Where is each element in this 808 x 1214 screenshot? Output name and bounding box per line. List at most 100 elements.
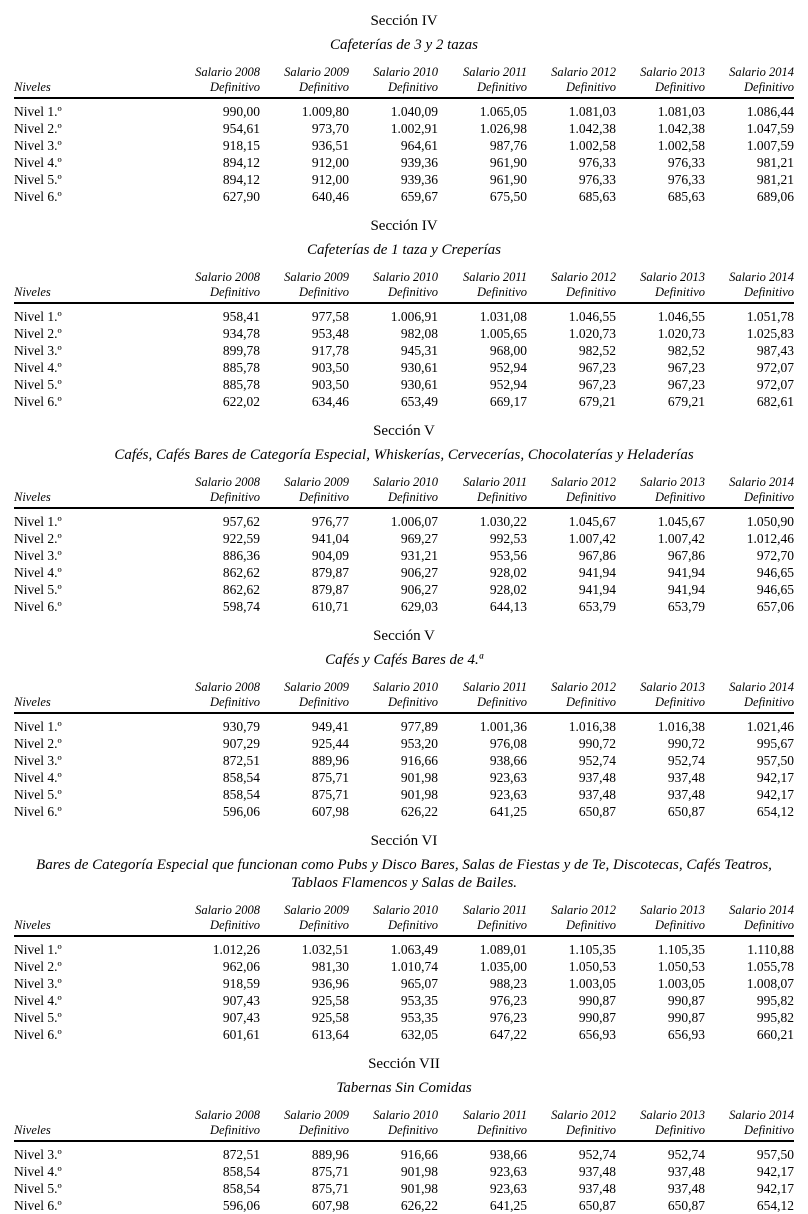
salary-value: 976,33: [667, 172, 705, 187]
nivel-label: Nivel 2.º: [14, 959, 62, 974]
salary-value: 1.016,38: [657, 719, 705, 734]
salary-value: 987,76: [489, 138, 527, 153]
year-header-line1: Salario 2012: [551, 903, 616, 917]
table-row: Nivel 4.º 907,43 925,58 953,35 976,23 990,87 9…: [14, 992, 794, 1009]
niveles-column-header: Niveles: [14, 270, 171, 304]
salary-value: 969,27: [400, 531, 438, 546]
salary-value: 941,94: [578, 565, 616, 580]
salary-value: 650,87: [578, 804, 616, 819]
niveles-column-header: Niveles: [14, 903, 171, 937]
salary-value: 622,02: [222, 394, 260, 409]
salary-value: 922,59: [222, 531, 260, 546]
year-header-line2: Definitivo: [477, 489, 527, 504]
salary-value: 610,71: [311, 599, 349, 614]
nivel-label: Nivel 3.º: [14, 976, 62, 991]
salary-value: 1.020,73: [568, 326, 616, 341]
year-column-header: Salario 2011 Definitivo: [438, 270, 527, 304]
document-page: Sección IV Cafeterías de 3 y 2 tazas Niv…: [14, 0, 794, 1214]
year-header-line1: Salario 2013: [640, 1108, 705, 1122]
salary-value: 941,94: [578, 582, 616, 597]
salary-value: 1.003,05: [657, 976, 705, 991]
year-header-line2: Definitivo: [388, 489, 438, 504]
table-body: Nivel 1.º 958,41 977,58 1.006,91 1.031,08 1.0…: [14, 303, 794, 410]
salary-value: 937,48: [667, 787, 705, 802]
nivel-label: Nivel 5.º: [14, 377, 62, 392]
salary-value: 613,64: [311, 1027, 349, 1042]
year-header-line1: Salario 2010: [373, 903, 438, 917]
year-header-line1: Salario 2013: [640, 903, 705, 917]
year-column-header: Salario 2009 Definitivo: [260, 680, 349, 714]
salary-value: 942,17: [756, 1181, 794, 1196]
table-row: Nivel 5.º 858,54 875,71 901,98 923,63 937,48 9…: [14, 1180, 794, 1197]
salary-value: 904,09: [311, 548, 349, 563]
salary-value: 640,46: [311, 189, 349, 204]
year-header-line2: Definitivo: [655, 1122, 705, 1137]
salary-value: 1.002,91: [390, 121, 438, 136]
salary-value: 647,22: [489, 1027, 527, 1042]
salary-value: 669,17: [489, 394, 527, 409]
year-header-line1: Salario 2014: [729, 1108, 794, 1122]
salary-value: 607,98: [311, 1198, 349, 1213]
year-header-line2: Definitivo: [299, 79, 349, 94]
year-column-header: Salario 2010 Definitivo: [349, 1108, 438, 1142]
salary-value: 907,29: [222, 736, 260, 751]
salary-value: 607,98: [311, 804, 349, 819]
salary-value: 654,12: [756, 804, 794, 819]
salary-value: 650,87: [578, 1198, 616, 1213]
section-subtitle-line: Cafeterías de 3 y 2 tazas: [330, 37, 478, 53]
year-header-line2: Definitivo: [744, 284, 794, 299]
salary-value: 972,70: [756, 548, 794, 563]
salary-value: 906,27: [400, 582, 438, 597]
salary-value: 942,17: [756, 770, 794, 785]
salary-value: 990,72: [667, 736, 705, 751]
section-subtitle-line: Tablaos Flamencos y Salas de Bailes.: [290, 875, 518, 891]
salary-value: 899,78: [222, 343, 260, 358]
table-row: Nivel 1.º 930,79 949,41 977,89 1.001,36 1.016…: [14, 713, 794, 735]
salary-value: 939,36: [400, 155, 438, 170]
salary-value: 941,04: [311, 531, 349, 546]
table-row: Nivel 6.º 601,61 613,64 632,05 647,22 656,93 6…: [14, 1026, 794, 1043]
year-header-line1: Salario 2010: [373, 65, 438, 79]
salary-value: 937,48: [578, 1181, 616, 1196]
salary-value: 1.031,08: [479, 309, 527, 324]
year-header-line2: Definitivo: [477, 1122, 527, 1137]
salary-value: 1.089,01: [479, 942, 527, 957]
year-header-line2: Definitivo: [210, 79, 260, 94]
section-subtitle: Tabernas Sin Comidas: [14, 1079, 794, 1097]
salary-value: 1.006,91: [390, 309, 438, 324]
table-row: Nivel 2.º 962,06 981,30 1.010,74 1.035,00 1.0…: [14, 958, 794, 975]
year-column-header: Salario 2009 Definitivo: [260, 1108, 349, 1142]
year-header-line1: Salario 2009: [284, 1108, 349, 1122]
salary-table: Niveles Salario 2008 Definitivo Salario 20…: [14, 1108, 794, 1214]
year-header-line2: Definitivo: [299, 1122, 349, 1137]
salary-value: 952,74: [578, 753, 616, 768]
table-header: Niveles Salario 2008 Definitivo Salario 20…: [14, 270, 794, 304]
salary-value: 967,86: [578, 548, 616, 563]
year-header-line1: Salario 2011: [462, 903, 527, 917]
salary-value: 641,25: [489, 804, 527, 819]
salary-value: 953,56: [489, 548, 527, 563]
salary-value: 949,41: [311, 719, 349, 734]
salary-value: 858,54: [222, 1181, 260, 1196]
salary-value: 894,12: [222, 172, 260, 187]
year-header-line2: Definitivo: [299, 917, 349, 932]
section-subtitle: Cafés y Cafés Bares de 4.ª: [14, 651, 794, 669]
year-column-header: Salario 2011 Definitivo: [438, 903, 527, 937]
salary-table-section: Sección V Cafés y Cafés Bares de 4.ª Niv…: [14, 615, 794, 820]
section-heading: Sección V: [373, 628, 435, 644]
salary-value: 862,62: [222, 565, 260, 580]
salary-value: 627,90: [222, 189, 260, 204]
year-column-header: Salario 2011 Definitivo: [438, 65, 527, 99]
salary-value: 953,20: [400, 736, 438, 751]
nivel-label: Nivel 3.º: [14, 138, 62, 153]
table-row: Nivel 2.º 954,61 973,70 1.002,91 1.026,98 1.0…: [14, 120, 794, 137]
salary-value: 990,87: [667, 993, 705, 1008]
year-column-header: Salario 2008 Definitivo: [171, 680, 260, 714]
year-column-header: Salario 2012 Definitivo: [527, 475, 616, 509]
year-header-line1: Salario 2014: [729, 65, 794, 79]
section-heading: Sección VII: [368, 1056, 440, 1072]
nivel-label: Nivel 5.º: [14, 787, 62, 802]
nivel-label: Nivel 6.º: [14, 804, 62, 819]
year-column-header: Salario 2014 Definitivo: [705, 903, 794, 937]
year-column-header: Salario 2013 Definitivo: [616, 270, 705, 304]
